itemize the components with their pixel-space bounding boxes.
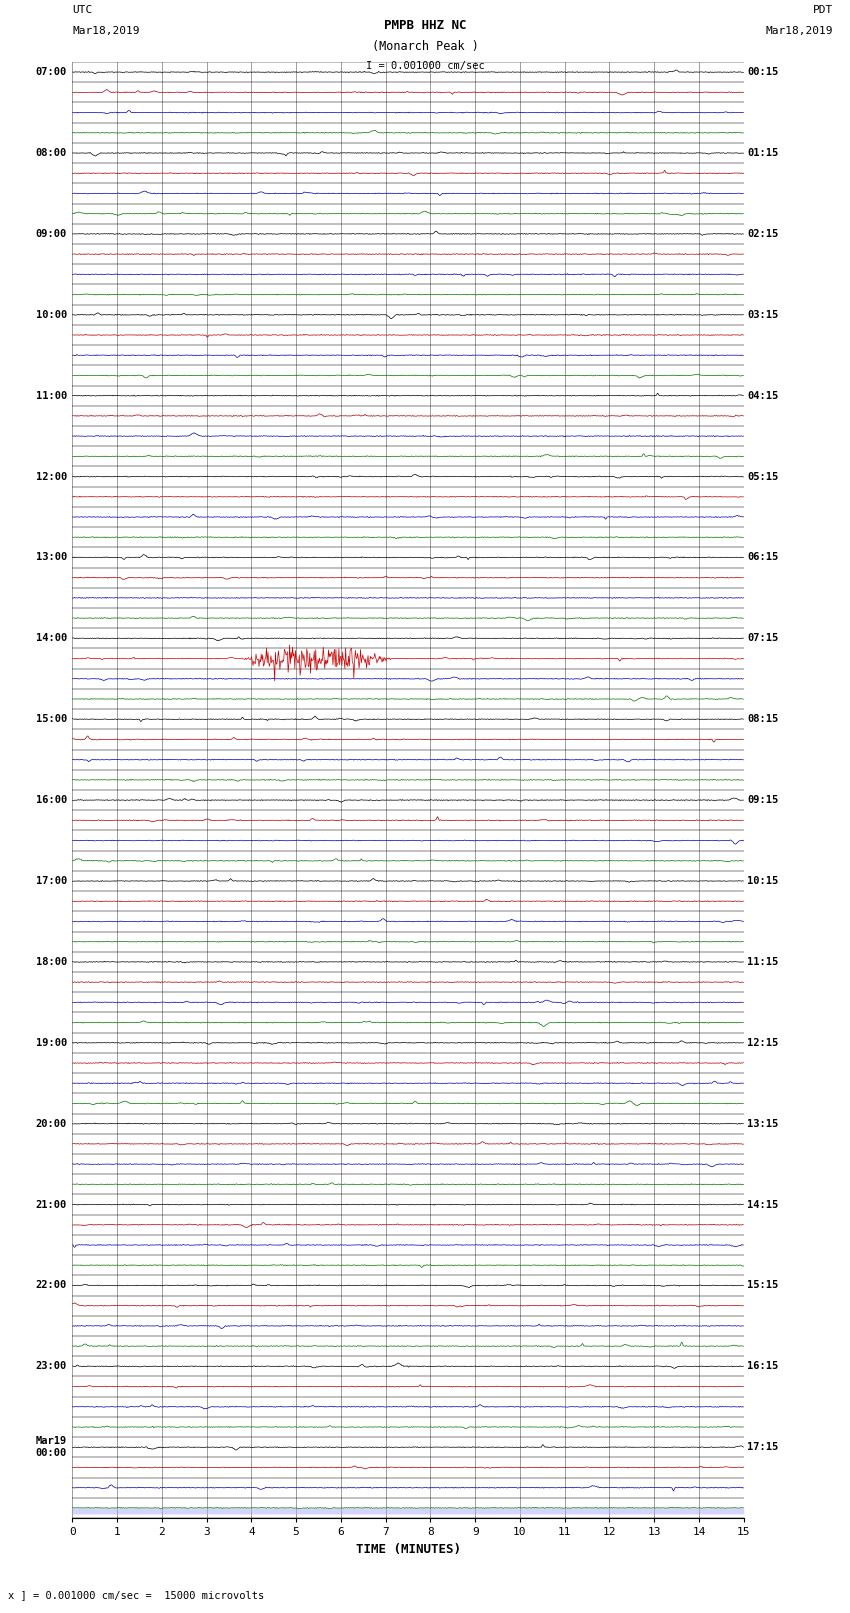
Text: 11:15: 11:15 xyxy=(747,957,779,966)
Text: 23:00: 23:00 xyxy=(36,1361,67,1371)
Text: 11:00: 11:00 xyxy=(36,390,67,400)
Text: 05:15: 05:15 xyxy=(747,471,779,482)
Text: 17:15: 17:15 xyxy=(747,1442,779,1452)
Text: 19:00: 19:00 xyxy=(36,1037,67,1048)
Text: 17:00: 17:00 xyxy=(36,876,67,886)
Text: 07:00: 07:00 xyxy=(36,68,67,77)
Text: 13:15: 13:15 xyxy=(747,1119,779,1129)
Text: 15:15: 15:15 xyxy=(747,1281,779,1290)
Text: 21:00: 21:00 xyxy=(36,1200,67,1210)
X-axis label: TIME (MINUTES): TIME (MINUTES) xyxy=(355,1542,461,1555)
Text: 07:15: 07:15 xyxy=(747,634,779,644)
Text: 08:15: 08:15 xyxy=(747,715,779,724)
Text: x ] = 0.001000 cm/sec =  15000 microvolts: x ] = 0.001000 cm/sec = 15000 microvolts xyxy=(8,1590,264,1600)
Text: 10:00: 10:00 xyxy=(36,310,67,319)
Text: UTC: UTC xyxy=(72,5,93,15)
Text: 02:15: 02:15 xyxy=(747,229,779,239)
Text: 16:00: 16:00 xyxy=(36,795,67,805)
Text: 22:00: 22:00 xyxy=(36,1281,67,1290)
Text: 15:00: 15:00 xyxy=(36,715,67,724)
Text: 09:00: 09:00 xyxy=(36,229,67,239)
Text: Mar18,2019: Mar18,2019 xyxy=(72,26,139,35)
Text: 04:15: 04:15 xyxy=(747,390,779,400)
Text: Mar18,2019: Mar18,2019 xyxy=(766,26,833,35)
Text: 09:15: 09:15 xyxy=(747,795,779,805)
Text: 06:15: 06:15 xyxy=(747,552,779,563)
Text: 18:00: 18:00 xyxy=(36,957,67,966)
Text: PMPB HHZ NC: PMPB HHZ NC xyxy=(383,19,467,32)
Text: I = 0.001000 cm/sec: I = 0.001000 cm/sec xyxy=(366,61,484,71)
Text: PDT: PDT xyxy=(813,5,833,15)
Text: 01:15: 01:15 xyxy=(747,148,779,158)
Text: 03:15: 03:15 xyxy=(747,310,779,319)
Text: 13:00: 13:00 xyxy=(36,552,67,563)
Text: 16:15: 16:15 xyxy=(747,1361,779,1371)
Text: 12:15: 12:15 xyxy=(747,1037,779,1048)
Text: (Monarch Peak ): (Monarch Peak ) xyxy=(371,40,479,53)
Text: Mar19
00:00: Mar19 00:00 xyxy=(36,1437,67,1458)
Text: 20:00: 20:00 xyxy=(36,1119,67,1129)
Text: 14:00: 14:00 xyxy=(36,634,67,644)
Text: 00:15: 00:15 xyxy=(747,68,779,77)
Text: 14:15: 14:15 xyxy=(747,1200,779,1210)
Text: 10:15: 10:15 xyxy=(747,876,779,886)
Text: 12:00: 12:00 xyxy=(36,471,67,482)
Text: 08:00: 08:00 xyxy=(36,148,67,158)
